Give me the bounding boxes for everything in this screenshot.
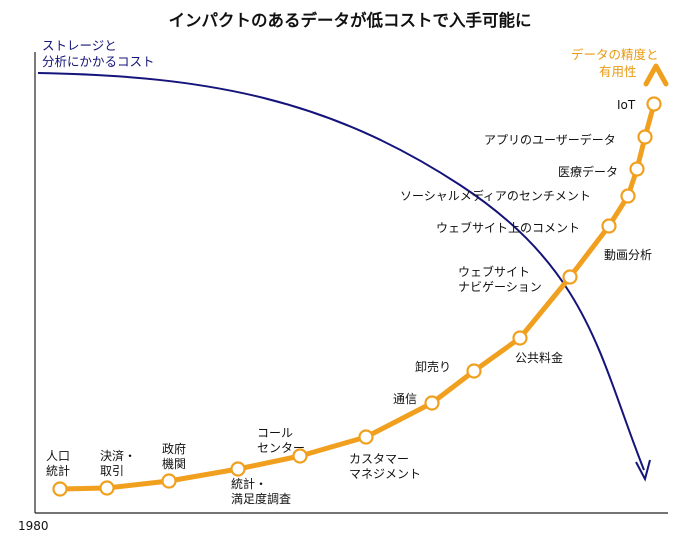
milestone-label-line: 通信 bbox=[393, 392, 417, 406]
milestone-nodes bbox=[52, 96, 662, 497]
milestone-label-line: 人口 bbox=[46, 449, 70, 463]
value-curve-label-line-1: データの精度と bbox=[571, 47, 659, 62]
milestone-node bbox=[629, 161, 645, 177]
milestone-label-line: ソーシャルメディアのセンチメント bbox=[400, 188, 591, 203]
milestone-label-app-user-data: アプリのユーザーデータ bbox=[484, 132, 616, 147]
milestone-label-line: センター bbox=[257, 441, 305, 455]
cost-curve bbox=[37, 72, 645, 471]
milestone-label-line: ナビゲーション bbox=[458, 280, 542, 294]
milestone-label-line: 医療データ bbox=[558, 164, 618, 179]
milestone-label-line: 満足度調査 bbox=[231, 491, 291, 506]
cost-curve-label-line-2: 分析にかかるコスト bbox=[42, 54, 155, 69]
milestone-label-website-navigation: ウェブサイトナビゲーション bbox=[458, 264, 542, 294]
milestone-label-line: 取引 bbox=[100, 464, 124, 478]
milestone-label-line: カスタマー bbox=[349, 452, 409, 466]
diagram-title: インパクトのあるデータが低コストで入手可能に bbox=[169, 10, 532, 30]
value-curve bbox=[57, 101, 657, 492]
milestone-node bbox=[620, 188, 636, 204]
milestone-node bbox=[358, 429, 374, 445]
milestone-node bbox=[424, 395, 440, 411]
milestone-node bbox=[292, 448, 308, 464]
milestone-label-line: 公共料金 bbox=[515, 350, 563, 365]
milestone-label-video-analytics: 動画分析 bbox=[604, 248, 652, 262]
milestone-label-line: 機関 bbox=[162, 456, 186, 471]
milestone-label-line: コール bbox=[257, 426, 293, 440]
milestone-label-payment-transactions: 決済・取引 bbox=[100, 448, 136, 478]
cost-curve-arrowhead bbox=[635, 459, 651, 482]
milestone-label-customer-management: カスタマーマネジメント bbox=[349, 452, 421, 481]
milestone-label-line: 卸売り bbox=[415, 359, 451, 374]
milestone-label-social-media-sentiment: ソーシャルメディアのセンチメント bbox=[400, 188, 591, 203]
milestone-node bbox=[161, 473, 177, 489]
cost-curve-label: ストレージと 分析にかかるコスト bbox=[42, 38, 155, 69]
milestone-label-utilities: 公共料金 bbox=[515, 350, 563, 365]
milestone-label-population-stats: 人口統計 bbox=[46, 449, 70, 478]
milestone-node bbox=[466, 363, 482, 379]
milestone-label-line: IoT bbox=[617, 98, 636, 112]
milestone-label-line: 決済・ bbox=[100, 448, 136, 463]
milestone-label-government-agencies: 政府機関 bbox=[162, 441, 186, 471]
milestone-label-iot: IoT bbox=[617, 98, 636, 112]
milestone-node bbox=[562, 269, 578, 285]
milestone-label-telecom: 通信 bbox=[393, 392, 417, 406]
milestone-label-satisfaction-survey: 統計・満足度調査 bbox=[231, 476, 291, 506]
milestone-label-line: 統計 bbox=[46, 463, 70, 478]
milestone-label-line: アプリのユーザーデータ bbox=[484, 132, 616, 147]
milestone-label-line: ウェブサイト上のコメント bbox=[436, 220, 580, 235]
milestone-node bbox=[230, 461, 246, 477]
milestone-label-line: ウェブサイト bbox=[458, 264, 530, 279]
milestone-label-line: 統計・ bbox=[231, 476, 267, 491]
milestone-label-wholesale: 卸売り bbox=[415, 359, 451, 374]
cost-curve-label-line-1: ストレージと bbox=[42, 38, 117, 53]
milestone-node bbox=[646, 96, 662, 112]
milestone-label-line: 政府 bbox=[162, 441, 186, 456]
milestone-node bbox=[52, 481, 68, 497]
year-label: 1980 bbox=[18, 519, 49, 533]
milestone-node bbox=[512, 330, 528, 346]
milestone-label-medical-data: 医療データ bbox=[558, 164, 618, 179]
value-curve-arrowhead bbox=[643, 63, 669, 87]
milestone-node bbox=[601, 218, 617, 234]
milestone-label-website-comments: ウェブサイト上のコメント bbox=[436, 220, 580, 235]
value-curve-label: データの精度と 有用性 bbox=[571, 47, 663, 79]
milestone-label-line: マネジメント bbox=[349, 467, 421, 481]
milestone-node bbox=[99, 480, 115, 496]
milestone-node bbox=[637, 129, 653, 145]
value-curve-label-line-2: 有用性 bbox=[599, 64, 637, 79]
milestone-label-line: 動画分析 bbox=[604, 248, 652, 262]
milestone-label-call-center: コールセンター bbox=[257, 426, 305, 455]
